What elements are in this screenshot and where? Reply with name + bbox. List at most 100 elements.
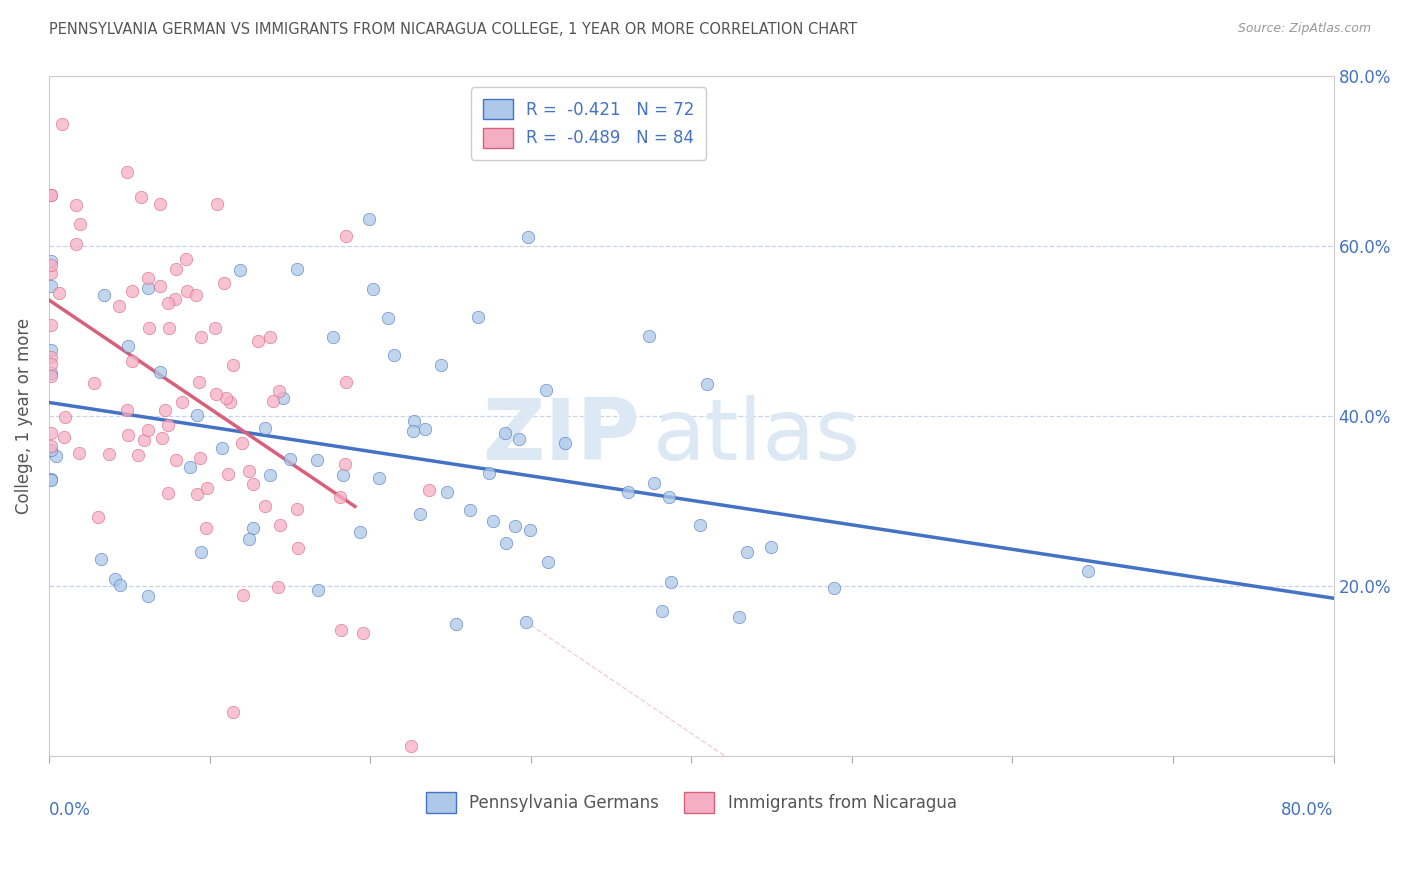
Point: [53, 410, 76, 425]
Point: [174, 252, 197, 266]
Point: [467, 310, 489, 324]
Point: [269, 384, 291, 398]
Point: [307, 582, 329, 597]
Point: [444, 617, 467, 632]
Point: [253, 421, 276, 435]
Point: [121, 353, 143, 368]
Point: [39, 474, 62, 488]
Text: 80.0%: 80.0%: [1281, 800, 1334, 819]
Point: [176, 284, 198, 298]
Point: [163, 292, 186, 306]
Point: [495, 536, 517, 550]
Point: [259, 467, 281, 482]
Point: [93, 287, 115, 301]
Point: [361, 282, 384, 296]
Point: [232, 588, 254, 602]
Point: [478, 467, 501, 481]
Point: [117, 427, 139, 442]
Point: [127, 448, 149, 462]
Point: [494, 425, 516, 440]
Point: [458, 503, 481, 517]
Point: [534, 383, 557, 397]
Point: [108, 578, 131, 592]
Point: [69, 218, 91, 232]
Point: [335, 376, 357, 390]
Point: [482, 514, 505, 528]
Point: [39, 357, 62, 371]
Point: [170, 395, 193, 409]
Point: [138, 271, 160, 285]
Point: [322, 330, 344, 344]
Point: [508, 433, 530, 447]
Point: [402, 425, 425, 439]
Point: [205, 387, 228, 401]
Text: PENNSYLVANIA GERMAN VS IMMIGRANTS FROM NICARAGUA COLLEGE, 1 YEAR OR MORE CORRELA: PENNSYLVANIA GERMAN VS IMMIGRANTS FROM N…: [49, 22, 858, 37]
Point: [39, 472, 62, 486]
Point: [166, 262, 188, 277]
Point: [368, 471, 391, 485]
Point: [254, 499, 277, 513]
Point: [39, 318, 62, 333]
Point: [149, 196, 172, 211]
Point: [48, 285, 70, 300]
Point: [117, 339, 139, 353]
Point: [129, 190, 152, 204]
Point: [332, 467, 354, 482]
Point: [107, 299, 129, 313]
Point: [39, 267, 62, 281]
Point: [695, 377, 717, 392]
Point: [517, 229, 540, 244]
Point: [45, 449, 67, 463]
Point: [503, 519, 526, 533]
Point: [204, 320, 226, 334]
Point: [728, 609, 751, 624]
Point: [761, 540, 783, 554]
Point: [39, 188, 62, 202]
Point: [51, 117, 73, 131]
Point: [377, 311, 399, 326]
Point: [83, 376, 105, 390]
Point: [39, 425, 62, 440]
Point: [117, 164, 139, 178]
Point: [165, 453, 187, 467]
Point: [285, 502, 308, 516]
Point: [242, 521, 264, 535]
Text: ZIP: ZIP: [482, 395, 640, 478]
Point: [87, 510, 110, 524]
Point: [238, 464, 260, 478]
Point: [39, 253, 62, 268]
Point: [65, 198, 87, 212]
Point: [1077, 564, 1099, 578]
Point: [98, 447, 121, 461]
Point: [333, 458, 356, 472]
Point: [402, 414, 425, 428]
Point: [149, 365, 172, 379]
Point: [429, 358, 451, 372]
Point: [515, 615, 537, 629]
Point: [39, 368, 62, 383]
Point: [357, 212, 380, 227]
Point: [222, 706, 245, 720]
Point: [246, 334, 269, 348]
Point: [287, 541, 309, 555]
Legend: Pennsylvania Germans, Immigrants from Nicaragua: Pennsylvania Germans, Immigrants from Ni…: [416, 782, 966, 822]
Point: [212, 276, 235, 290]
Point: [179, 459, 201, 474]
Text: 0.0%: 0.0%: [49, 800, 91, 819]
Point: [413, 422, 436, 436]
Point: [689, 518, 711, 533]
Point: [39, 366, 62, 380]
Point: [215, 391, 238, 405]
Point: [735, 545, 758, 559]
Point: [643, 475, 665, 490]
Point: [153, 402, 176, 417]
Point: [651, 604, 673, 618]
Text: atlas: atlas: [652, 395, 860, 478]
Point: [149, 279, 172, 293]
Point: [134, 434, 156, 448]
Point: [222, 358, 245, 372]
Point: [269, 517, 291, 532]
Y-axis label: College, 1 year or more: College, 1 year or more: [15, 318, 32, 514]
Point: [349, 525, 371, 540]
Point: [207, 196, 229, 211]
